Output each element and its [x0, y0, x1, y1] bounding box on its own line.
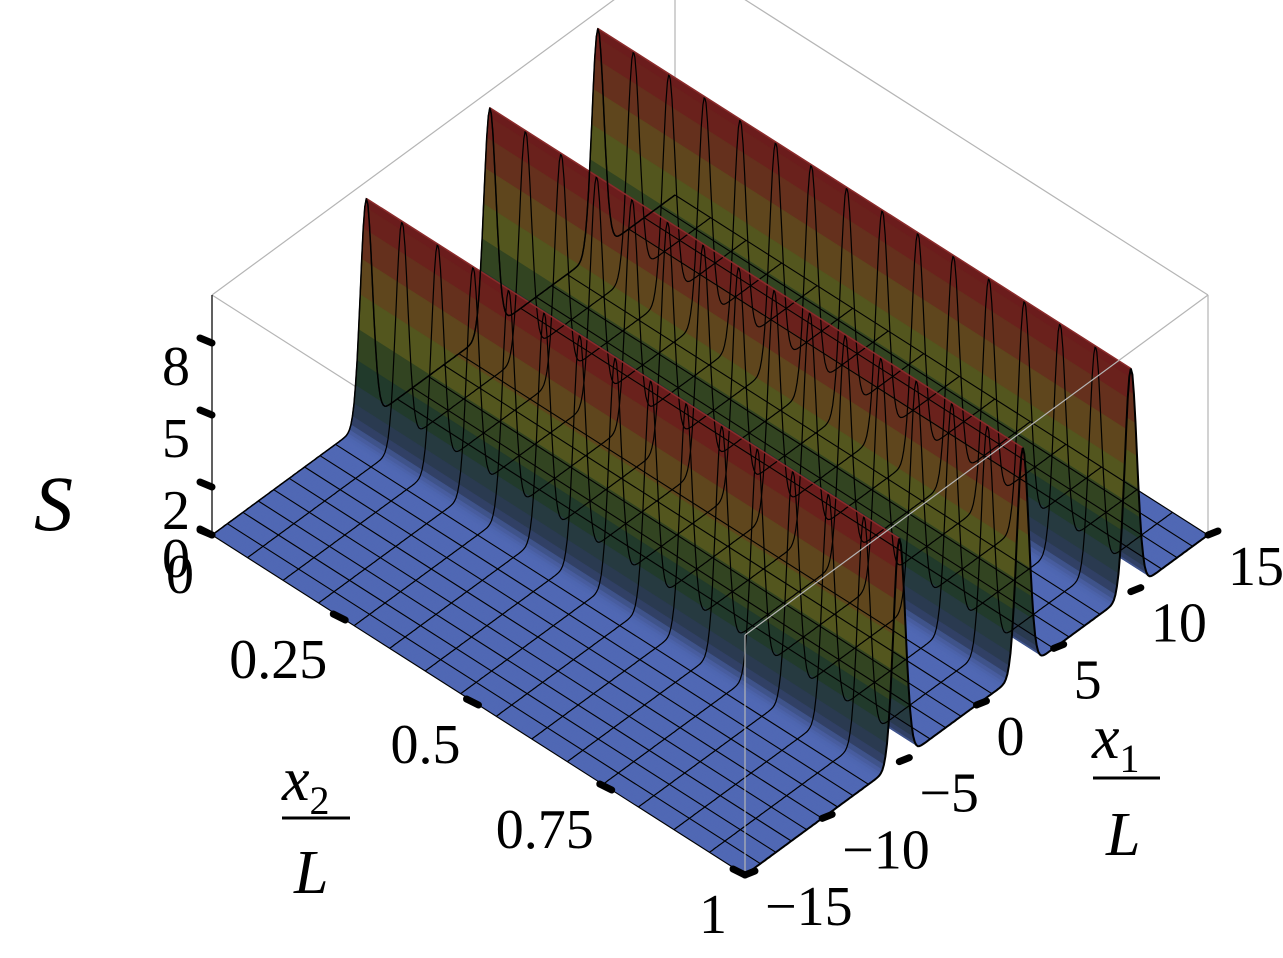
mesh-line-x1 [227, 523, 761, 865]
mesh-line-x1 [258, 500, 792, 842]
z-tick-label: 5 [162, 408, 190, 470]
mesh-line-x1 [304, 466, 838, 808]
mesh-line-x1 [520, 307, 1054, 649]
svg-text:L: L [1105, 801, 1140, 869]
mesh-line-x1 [396, 398, 931, 740]
x2-tick-label: 0.25 [229, 629, 327, 691]
svg-text:x2: x2 [281, 746, 330, 823]
x2-tick-label: 0.75 [496, 799, 594, 861]
box-edge [211, 0, 615, 296]
x2-tick [196, 525, 216, 539]
ridge-crest [597, 27, 1132, 370]
box-edge [744, 0, 1209, 296]
ridge-crest [489, 107, 1024, 449]
x1-tick-label: 5 [1074, 649, 1102, 711]
mesh-line-x1 [659, 205, 1193, 547]
x1-tick [1050, 640, 1068, 652]
mesh-line-x1 [628, 228, 1162, 570]
mesh-line-x1 [458, 353, 993, 695]
mesh-line-x1 [566, 273, 1101, 615]
x1-tick [1204, 527, 1222, 539]
x2-tick-label: 0 [166, 544, 194, 606]
x1-tick-label: −10 [842, 819, 930, 881]
mesh-line-x1 [319, 455, 854, 797]
x1-tick [895, 754, 913, 766]
x2-tick-label: 0.5 [391, 714, 461, 776]
z-tick [196, 406, 216, 419]
mesh-line-x1 [674, 194, 1209, 536]
x2-tick [463, 695, 482, 709]
x2-axis-label: x2 L [281, 746, 350, 907]
x1-tick-label: −5 [919, 763, 979, 825]
x1-tick-label: 0 [997, 706, 1025, 768]
mesh-line-x1 [643, 217, 1178, 559]
surface-edge [211, 28, 676, 536]
x1-tick [818, 810, 836, 822]
x1-tick-label: 10 [1151, 593, 1207, 655]
z-axis-label: S [34, 460, 73, 547]
mesh-line-x1 [335, 443, 869, 785]
mesh-line-x1 [551, 285, 1085, 627]
mesh-line-x1 [242, 511, 777, 853]
z-tick-label: 2 [162, 480, 190, 542]
surface-plot [211, 27, 1209, 876]
svg-text:x1: x1 [1091, 704, 1140, 781]
z-tick-label: 0 [162, 528, 190, 590]
mesh-line-x1 [535, 296, 1070, 638]
box-edge [744, 294, 1209, 636]
x1-tick-label: 15 [1228, 536, 1283, 598]
x1-tick [973, 697, 990, 709]
z-tick-label: 8 [162, 336, 190, 398]
x2-tick [329, 610, 349, 624]
x2-tick [596, 780, 616, 794]
ridge-crest [365, 197, 900, 540]
x1-tick-label: −15 [765, 876, 853, 938]
bounding-box-front [744, 294, 1209, 875]
mesh-line-x1 [412, 387, 946, 729]
mesh-line-x1 [427, 375, 962, 717]
x1-axis-label: x1 L [1091, 704, 1160, 869]
x2-tick-label: 1 [699, 884, 727, 946]
z-tick [196, 478, 216, 491]
mesh-line-x1 [443, 364, 977, 706]
z-tick [196, 334, 216, 347]
mesh-line-x1 [273, 489, 808, 831]
x1-tick [1127, 584, 1145, 596]
mesh-line-x1 [288, 477, 823, 819]
x1-tick [741, 867, 759, 879]
svg-text:L: L [293, 839, 328, 907]
